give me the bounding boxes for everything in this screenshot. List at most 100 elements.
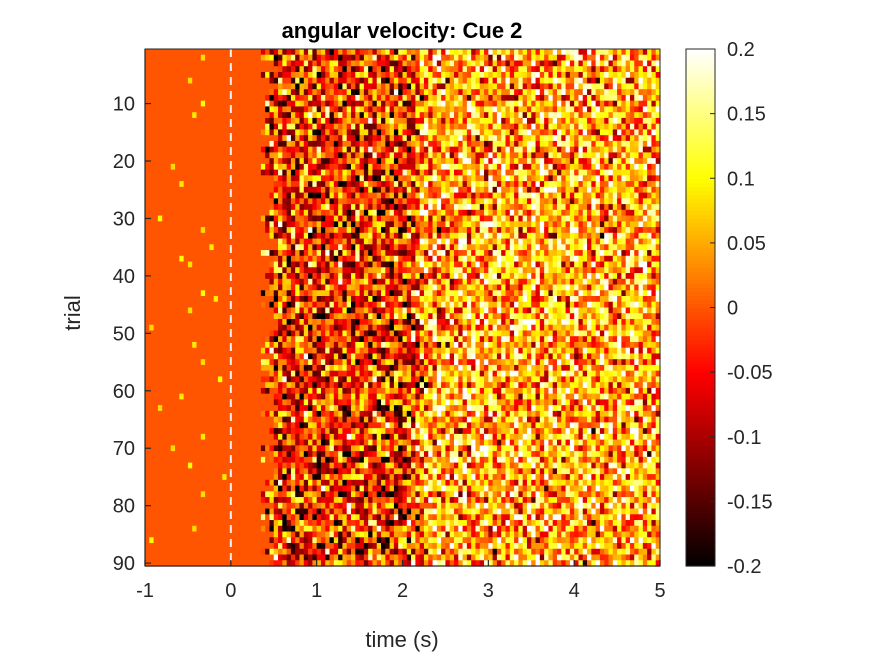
heatmap-cell xyxy=(454,60,459,67)
heatmap-cell xyxy=(595,77,601,85)
heatmap-cell xyxy=(561,192,567,199)
heatmap-cell xyxy=(449,238,455,245)
heatmap-cell xyxy=(466,261,472,268)
heatmap-cell xyxy=(642,77,648,85)
heatmap-cell xyxy=(308,129,313,136)
heatmap-cell xyxy=(445,267,451,274)
heatmap-cell xyxy=(342,140,348,148)
heatmap-cell xyxy=(175,198,180,205)
heatmap-cell xyxy=(621,158,627,165)
heatmap-cell xyxy=(415,146,421,153)
heatmap-cell xyxy=(617,60,622,67)
heatmap-cell xyxy=(466,244,472,251)
heatmap-cell xyxy=(629,181,635,188)
heatmap-cell xyxy=(355,106,361,113)
heatmap-cell xyxy=(651,123,657,131)
heatmap-cell xyxy=(621,123,627,131)
heatmap-cell xyxy=(402,244,408,251)
heatmap-cell xyxy=(582,100,588,108)
heatmap-cell xyxy=(449,221,455,228)
heatmap-cell xyxy=(381,94,386,102)
heatmap-cell xyxy=(471,261,477,268)
heatmap-cell xyxy=(299,186,305,194)
heatmap-cell xyxy=(604,221,610,228)
heatmap-cell xyxy=(445,77,451,85)
heatmap-cell xyxy=(239,244,245,251)
heatmap-cell xyxy=(569,152,575,159)
heatmap-cell xyxy=(539,100,545,108)
heatmap-cell xyxy=(192,181,198,188)
heatmap-cell xyxy=(393,255,399,263)
heatmap-cell xyxy=(368,204,374,211)
heatmap-cell xyxy=(286,49,292,56)
heatmap-cell xyxy=(149,227,155,234)
heatmap-cell xyxy=(312,106,318,113)
heatmap-cell xyxy=(518,204,524,211)
heatmap-cell xyxy=(471,66,477,73)
heatmap-cell xyxy=(372,169,378,176)
heatmap-cell xyxy=(617,54,622,62)
heatmap-cell xyxy=(243,117,249,125)
heatmap-cell xyxy=(196,60,202,67)
heatmap-cell xyxy=(299,117,305,125)
heatmap-cell xyxy=(290,267,296,274)
heatmap-cell xyxy=(248,83,253,90)
heatmap-cell xyxy=(574,181,580,188)
heatmap-cell xyxy=(222,49,228,56)
heatmap-cell xyxy=(243,273,249,280)
heatmap-cell xyxy=(265,89,271,96)
heatmap-cell xyxy=(372,238,378,245)
heatmap-cell xyxy=(492,77,498,85)
heatmap-cell xyxy=(599,255,605,263)
heatmap-cell xyxy=(166,112,172,119)
heatmap-cell xyxy=(222,54,228,62)
heatmap-cell xyxy=(187,181,193,188)
heatmap-cell xyxy=(565,140,571,148)
heatmap-cell xyxy=(320,284,326,291)
heatmap-cell xyxy=(248,54,253,62)
heatmap-cell xyxy=(290,175,296,182)
heatmap-cell xyxy=(316,232,322,240)
heatmap-cell xyxy=(492,158,498,165)
heatmap-cell xyxy=(471,244,477,251)
heatmap-cell xyxy=(475,273,481,280)
heatmap-cell xyxy=(548,192,554,199)
heatmap-cell xyxy=(363,129,369,136)
heatmap-cell xyxy=(655,152,661,159)
heatmap-cell xyxy=(496,250,502,257)
heatmap-cell xyxy=(342,60,348,67)
heatmap-cell xyxy=(531,204,537,211)
heatmap-cell xyxy=(557,181,562,188)
heatmap-cell xyxy=(351,106,356,113)
heatmap-cell xyxy=(325,123,331,131)
heatmap-cell xyxy=(256,255,262,263)
heatmap-cell xyxy=(634,181,640,188)
heatmap-cell xyxy=(355,209,361,217)
heatmap-cell xyxy=(385,175,391,182)
heatmap-cell xyxy=(638,100,644,108)
heatmap-cell xyxy=(647,60,653,67)
heatmap-cell xyxy=(278,181,283,188)
heatmap-cell xyxy=(290,71,296,79)
heatmap-cell xyxy=(376,66,382,73)
heatmap-cell xyxy=(557,83,562,90)
heatmap-cell xyxy=(428,181,434,188)
heatmap-cell xyxy=(445,94,451,102)
heatmap-cell xyxy=(333,77,339,85)
heatmap-cell xyxy=(376,221,382,228)
heatmap-cell xyxy=(582,112,588,119)
heatmap-cell xyxy=(166,66,172,73)
heatmap-cell xyxy=(561,49,567,56)
heatmap-cell xyxy=(175,117,180,125)
heatmap-cell xyxy=(561,60,567,67)
heatmap-cell xyxy=(629,232,635,240)
heatmap-cell xyxy=(462,267,468,274)
heatmap-cell xyxy=(587,261,592,268)
heatmap-cell xyxy=(617,146,622,153)
heatmap-cell xyxy=(642,175,648,182)
heatmap-cell xyxy=(449,146,455,153)
heatmap-cell xyxy=(235,221,241,228)
heatmap-cell xyxy=(612,77,618,85)
heatmap-cell xyxy=(642,54,648,62)
heatmap-cell xyxy=(535,238,541,245)
